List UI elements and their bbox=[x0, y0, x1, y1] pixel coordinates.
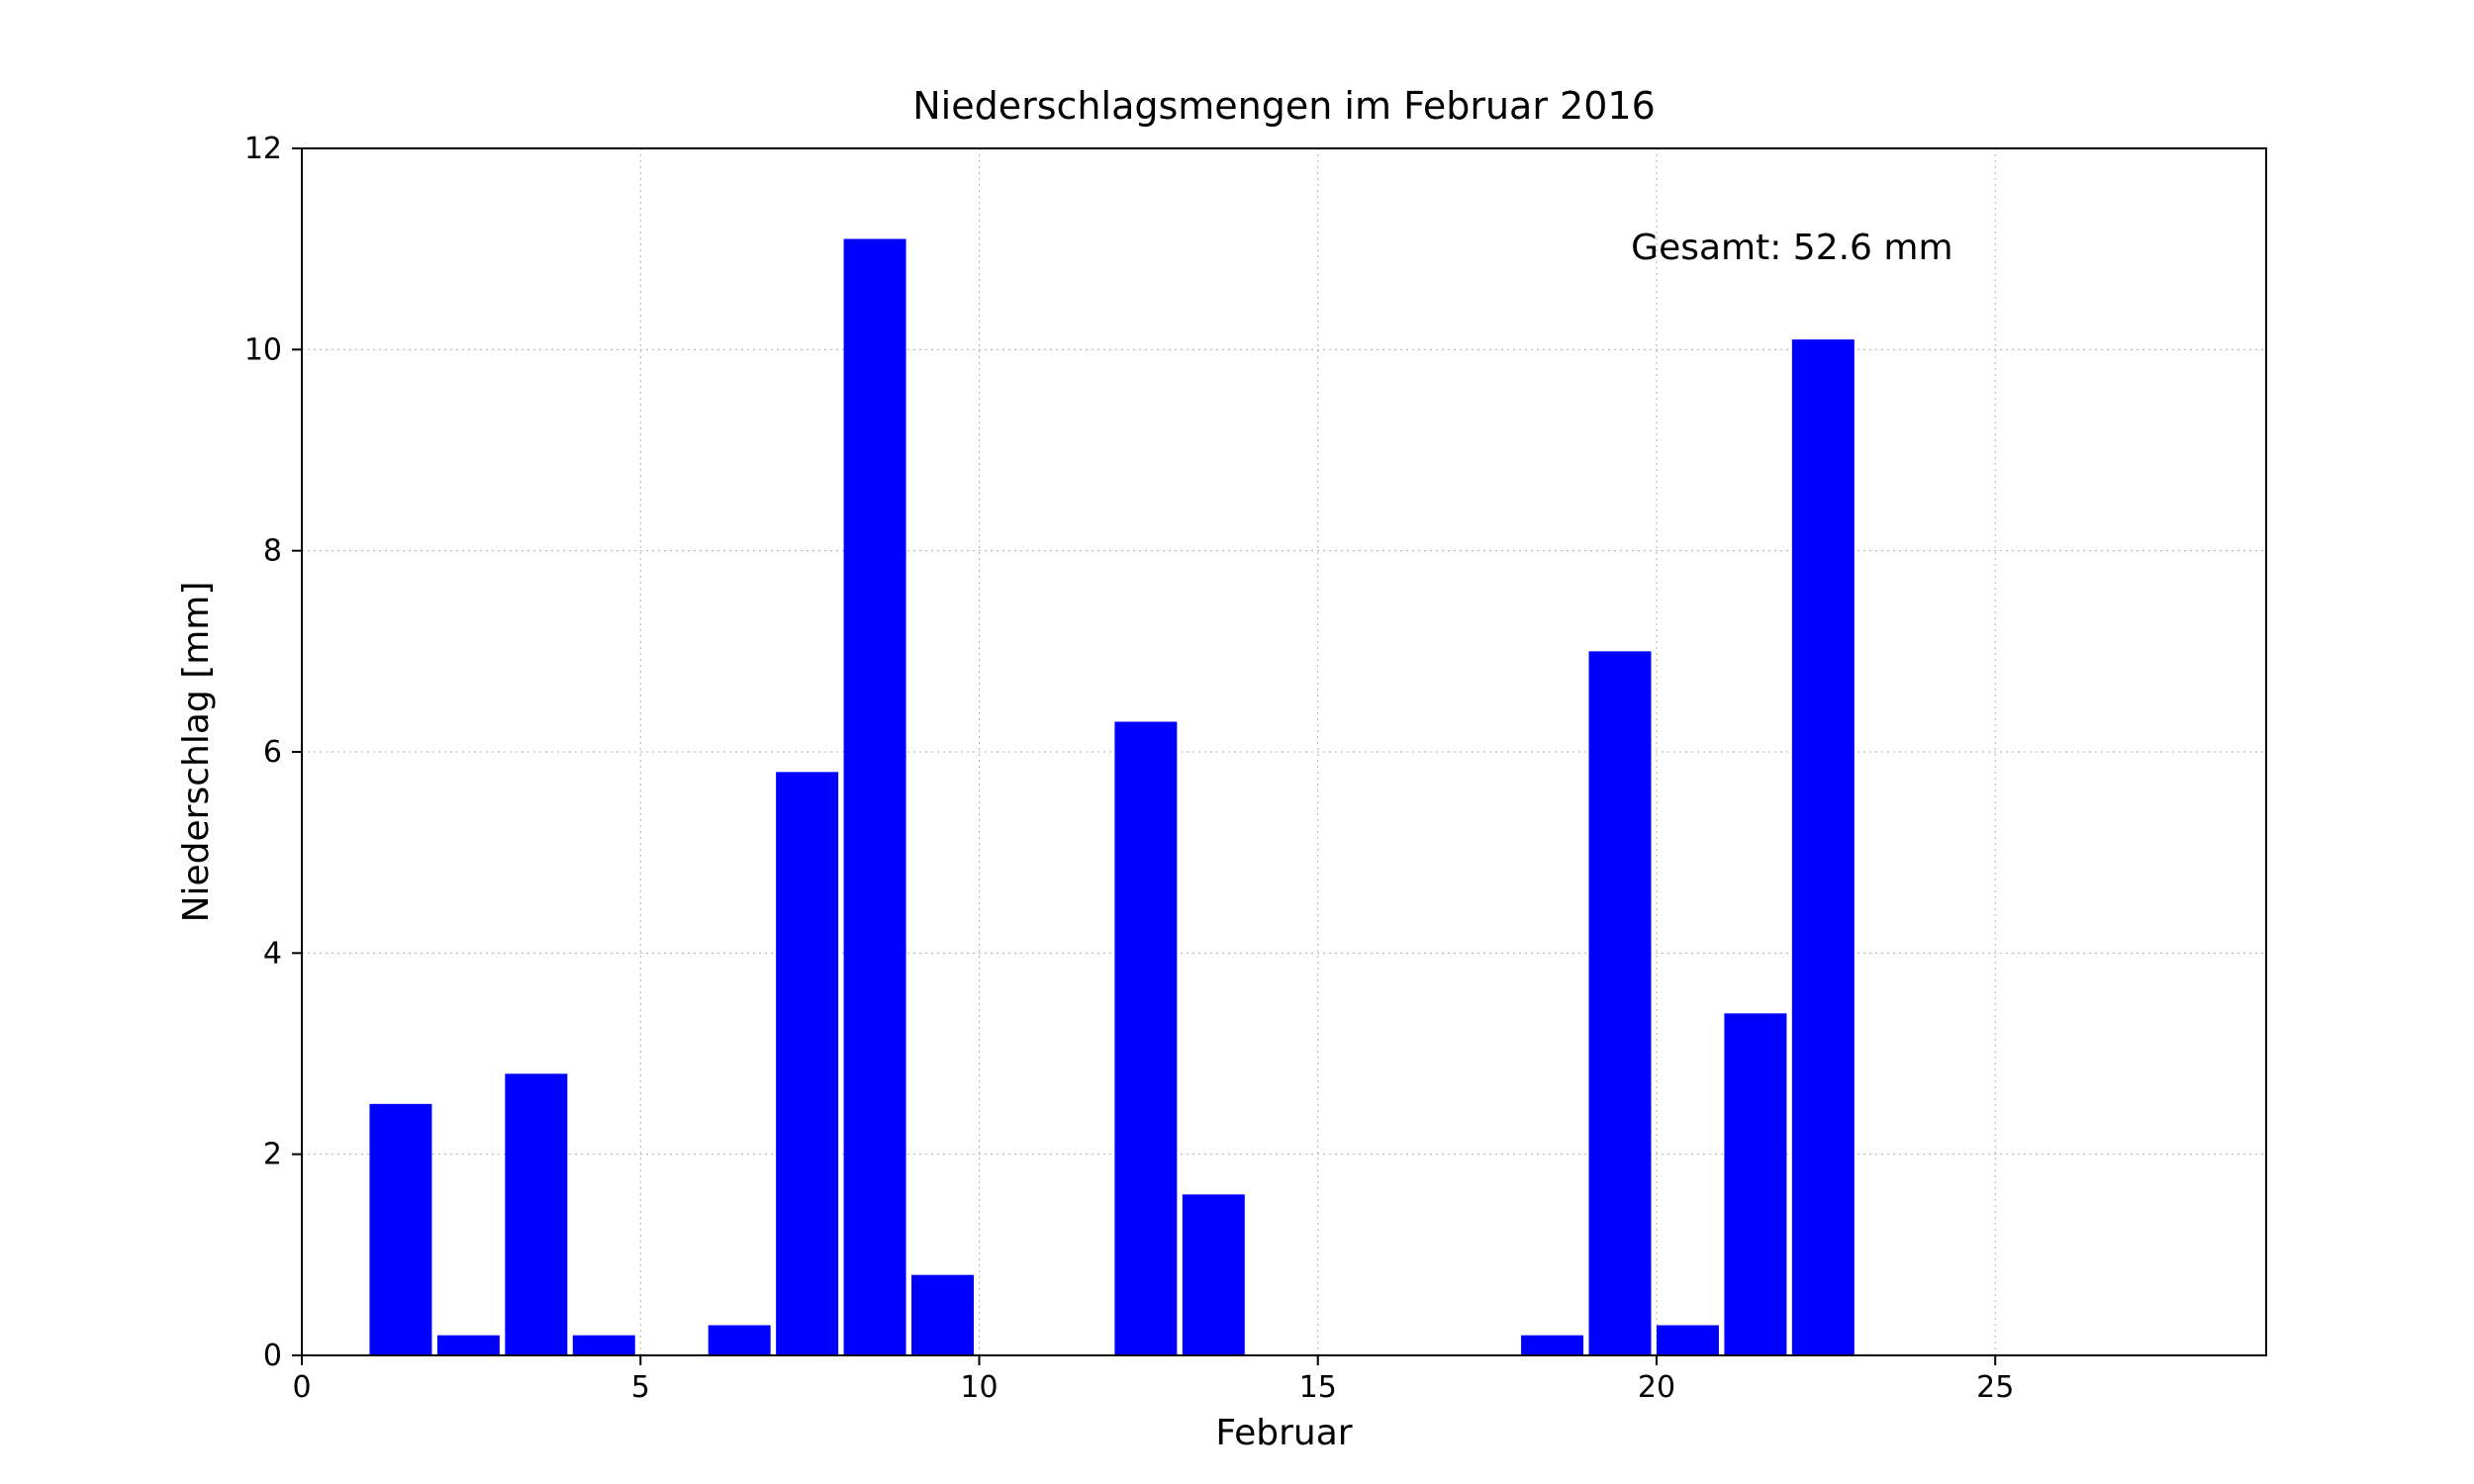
ytick-label: 4 bbox=[263, 936, 282, 971]
ytick-label: 10 bbox=[244, 332, 282, 367]
x-axis-label: Februar bbox=[1215, 1413, 1352, 1453]
bar-day-9 bbox=[911, 1275, 974, 1355]
ytick-label: 0 bbox=[263, 1339, 282, 1373]
bar-day-13 bbox=[1183, 1194, 1245, 1355]
bar-day-3 bbox=[505, 1073, 567, 1355]
ytick-label: 8 bbox=[263, 534, 282, 569]
ytick-label: 12 bbox=[244, 132, 282, 166]
ytick-label: 2 bbox=[263, 1138, 282, 1172]
bar-day-2 bbox=[437, 1336, 500, 1355]
xtick-label: 10 bbox=[960, 1370, 998, 1405]
ytick-label: 6 bbox=[263, 735, 282, 770]
bar-day-4 bbox=[573, 1336, 635, 1355]
bar-day-19 bbox=[1589, 651, 1652, 1355]
bar-day-20 bbox=[1657, 1326, 1719, 1356]
y-axis-label: Niederschlag [mm] bbox=[176, 582, 217, 923]
chart-title: Niederschlagsmengen im Februar 2016 bbox=[912, 84, 1656, 128]
bar-day-1 bbox=[369, 1104, 431, 1355]
xtick-label: 20 bbox=[1638, 1370, 1675, 1405]
bar-day-21 bbox=[1724, 1013, 1786, 1355]
bar-day-7 bbox=[776, 772, 838, 1355]
bar-day-22 bbox=[1792, 339, 1855, 1355]
bar-day-8 bbox=[844, 239, 906, 1356]
xtick-label: 25 bbox=[1976, 1370, 2014, 1405]
bar-day-12 bbox=[1114, 722, 1177, 1356]
xtick-label: 15 bbox=[1299, 1370, 1337, 1405]
xtick-label: 0 bbox=[292, 1370, 311, 1405]
bar-day-6 bbox=[709, 1326, 771, 1356]
precipitation-bar-chart: 0 5 10 15 20 25 0 2 4 6 8 10 12 Februar Niederschlag [… bbox=[0, 0, 2474, 1484]
total-annotation: Gesamt: 52.6 mm bbox=[1631, 228, 1952, 268]
bar-day-18 bbox=[1521, 1336, 1583, 1355]
xtick-label: 5 bbox=[631, 1370, 650, 1405]
